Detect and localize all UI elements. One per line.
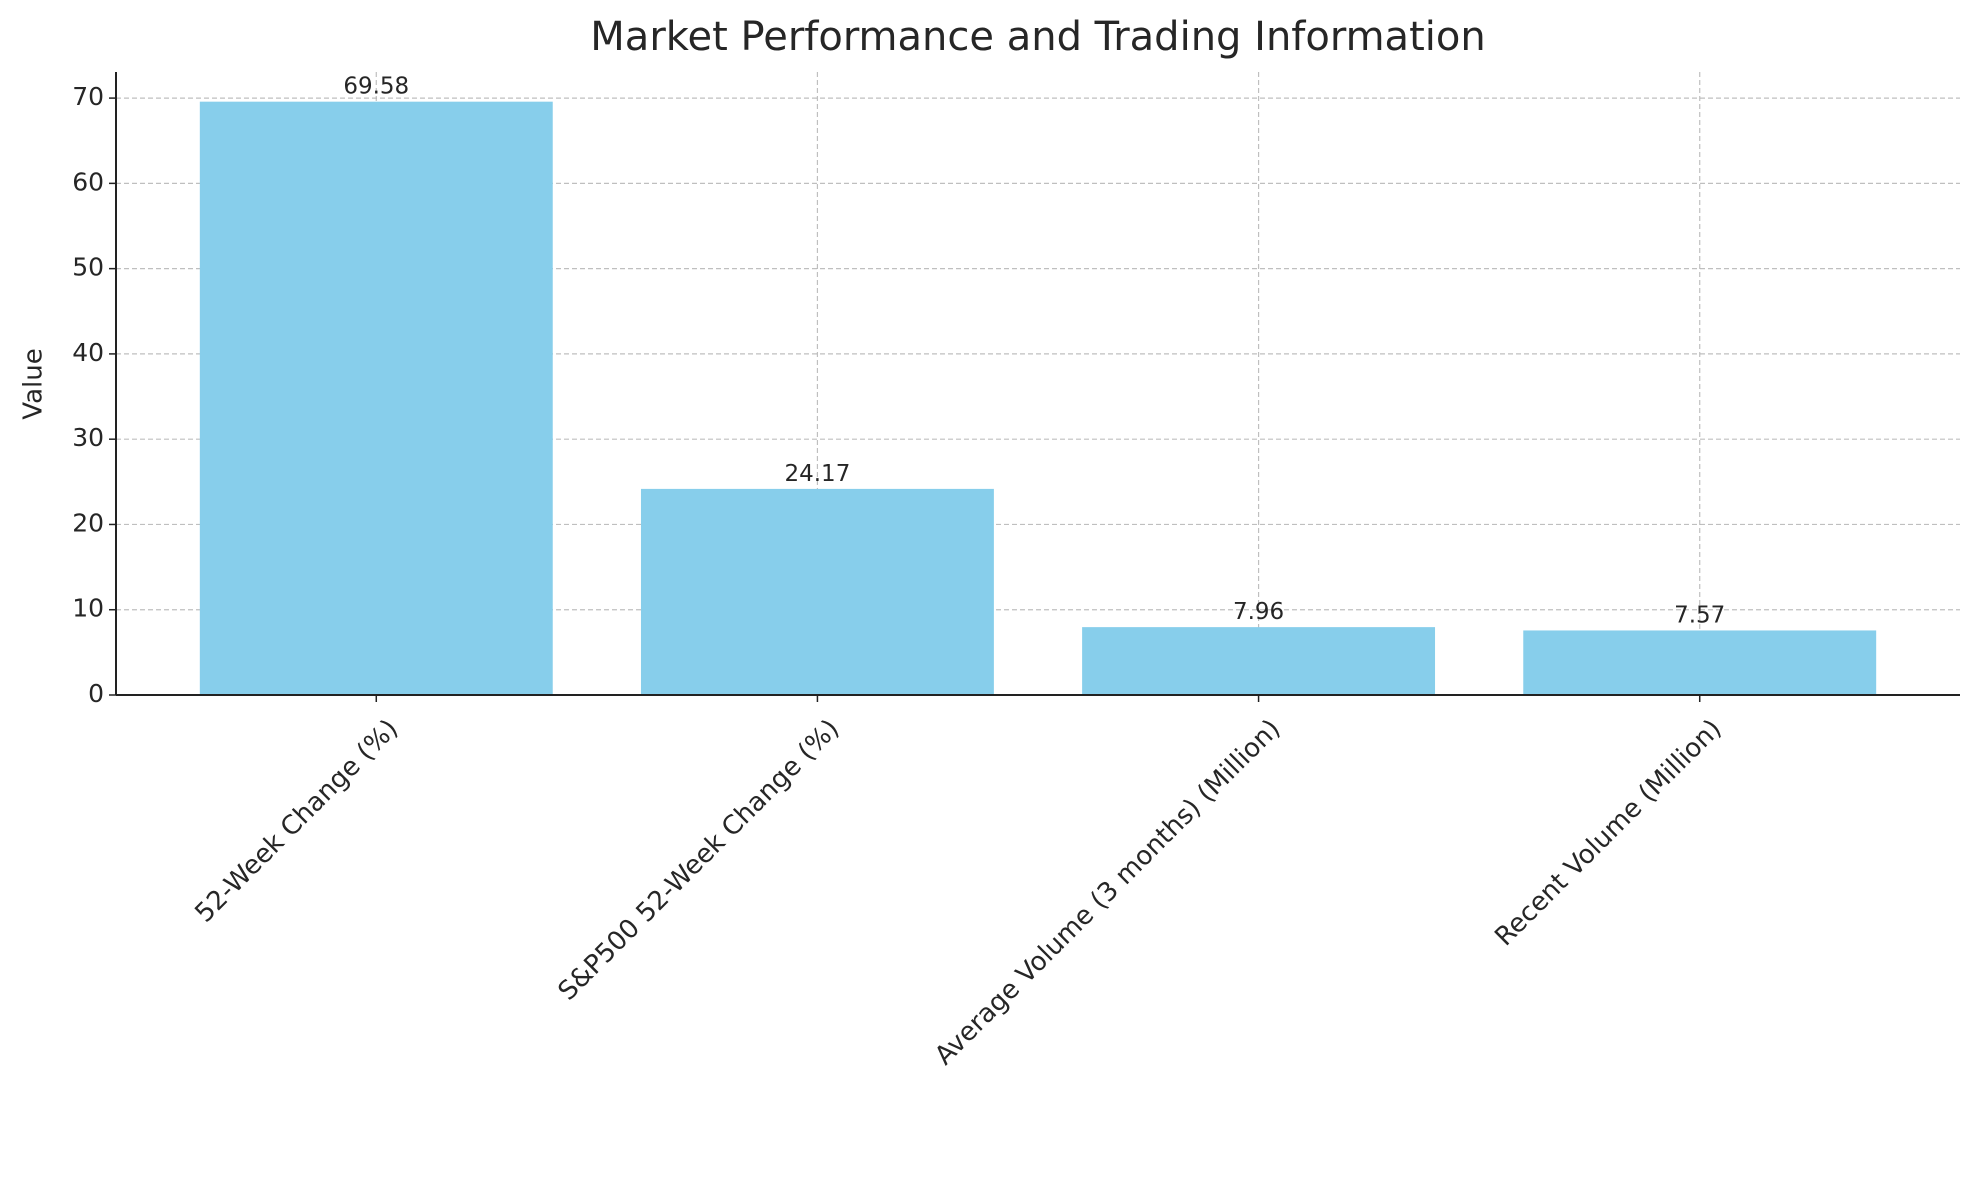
- bars: [199, 101, 1877, 695]
- x-tick-label: Recent Volume (Million): [1489, 714, 1727, 952]
- y-tick-label: 60: [72, 167, 104, 196]
- value-label: 7.57: [1674, 602, 1725, 628]
- chart-title: Market Performance and Trading Informati…: [590, 14, 1485, 60]
- x-tick-label: 52-Week Change (%): [189, 714, 404, 929]
- y-tick-label: 10: [72, 594, 104, 623]
- y-tick-label: 20: [72, 508, 104, 537]
- bar: [640, 488, 994, 695]
- y-axis-label: Value: [19, 348, 49, 419]
- bar: [1082, 627, 1436, 695]
- bar: [199, 101, 553, 695]
- x-tick-label: Average Volume (3 months) (Million): [929, 714, 1286, 1071]
- value-label: 24.17: [784, 461, 850, 487]
- y-tick-label: 70: [72, 82, 104, 111]
- y-tick-label: 30: [72, 423, 104, 452]
- bar: [1523, 630, 1877, 695]
- y-tick-label: 50: [72, 253, 104, 282]
- value-label: 69.58: [343, 74, 409, 100]
- value-label: 7.96: [1233, 599, 1284, 625]
- y-tick-label: 40: [72, 338, 104, 367]
- x-tick-label: S&P500 52-Week Change (%): [553, 714, 846, 1007]
- y-tick-label: 0: [88, 679, 104, 708]
